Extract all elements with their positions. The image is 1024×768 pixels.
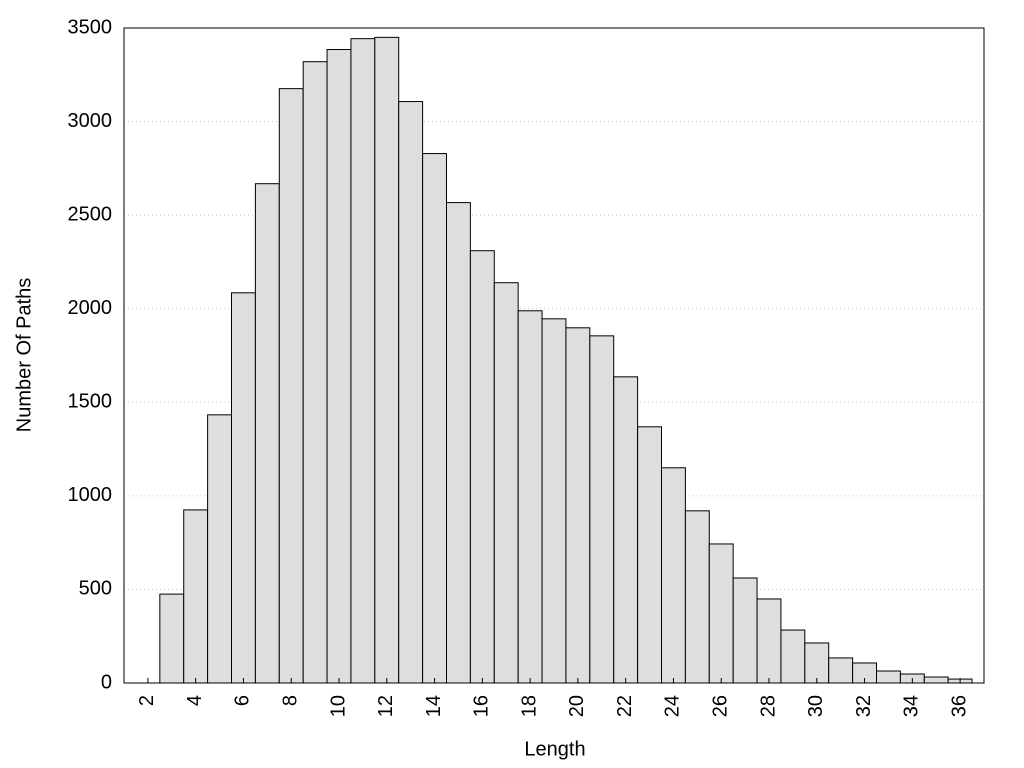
bar [684, 510, 710, 684]
x-tick-label: 12 [375, 695, 397, 717]
bar [732, 577, 758, 684]
bar [589, 335, 615, 684]
bar [207, 414, 233, 684]
x-tick-label: 8 [280, 695, 302, 706]
bar [183, 509, 209, 684]
bar [756, 598, 782, 684]
x-tick-label: 10 [327, 695, 349, 717]
y-tick-label: 2000 [68, 297, 113, 319]
x-tick-label: 14 [423, 695, 445, 717]
bar [637, 426, 662, 684]
bar [398, 101, 424, 684]
y-tick-label: 500 [79, 578, 112, 600]
x-tick-label: 26 [710, 695, 732, 717]
plot-frame [123, 27, 985, 684]
bar [876, 670, 901, 684]
bar [565, 327, 591, 684]
bar [828, 657, 854, 684]
bar [469, 250, 495, 684]
x-tick-label: 36 [948, 695, 970, 717]
bar [422, 153, 448, 684]
bar [804, 642, 830, 684]
bar [159, 593, 185, 684]
y-tick-label: 1000 [68, 484, 113, 506]
y-tick-label: 3500 [68, 16, 113, 38]
x-tick-label: 34 [901, 695, 923, 717]
x-tick-label: 24 [662, 695, 684, 717]
bar [254, 183, 280, 684]
x-tick-label: 4 [184, 695, 206, 706]
x-tick-label: 18 [518, 695, 540, 717]
x-tick-label: 16 [471, 695, 493, 717]
y-tick-label: 0 [101, 671, 112, 693]
bar [517, 310, 543, 684]
x-tick-label: 28 [757, 695, 779, 717]
x-tick-label: 20 [566, 695, 588, 717]
x-tick-label: 32 [853, 695, 875, 717]
bar [541, 318, 567, 684]
bar [374, 36, 400, 684]
x-tick-label: 6 [232, 695, 254, 706]
bar [661, 467, 686, 684]
bar [231, 292, 256, 684]
bar [302, 61, 328, 684]
x-tick-label: 30 [805, 695, 827, 717]
y-tick-label: 2500 [68, 203, 113, 225]
x-tick-label: 22 [614, 695, 636, 717]
bar [923, 676, 949, 684]
bar [350, 38, 376, 684]
bar [278, 88, 304, 684]
y-tick-label: 3000 [68, 110, 113, 132]
bar [708, 543, 734, 684]
bar [326, 49, 352, 684]
y-tick-label: 1500 [68, 391, 113, 413]
bar [780, 629, 806, 684]
x-axis-label: Length [524, 738, 585, 760]
bar [493, 282, 519, 684]
y-axis-label: Number Of Paths [13, 278, 35, 433]
x-tick-label: 2 [136, 695, 158, 706]
bar [613, 376, 639, 684]
bar [446, 202, 471, 684]
